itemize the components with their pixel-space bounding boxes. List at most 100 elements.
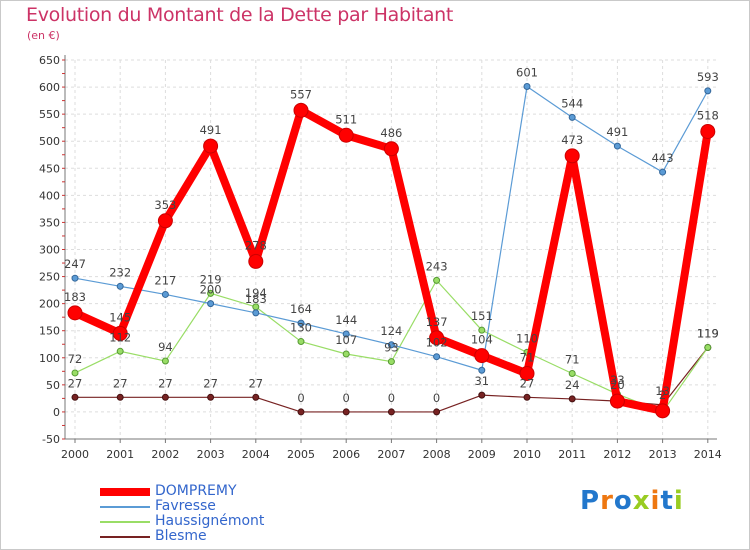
data-label: 145	[109, 310, 131, 324]
data-label: 2	[659, 388, 666, 402]
data-point	[297, 319, 305, 327]
data-label: 232	[109, 265, 131, 279]
data-label: 353	[154, 198, 176, 212]
y-tick-label: 200	[39, 298, 60, 311]
data-point	[478, 326, 486, 334]
data-point	[207, 393, 215, 401]
data-point	[613, 142, 621, 150]
y-tick-label: 50	[46, 379, 60, 392]
data-label: 183	[64, 290, 86, 304]
y-tick-label: 400	[39, 189, 60, 202]
data-point	[342, 350, 350, 358]
y-tick-label: 450	[39, 162, 60, 175]
y-tick-label: 350	[39, 216, 60, 229]
data-label: 71	[520, 350, 535, 364]
legend-item-blesme: Blesme	[100, 528, 420, 545]
data-point	[568, 395, 576, 403]
data-label: 27	[158, 376, 173, 390]
legend-label: Blesme	[155, 528, 207, 544]
y-tick-label: 100	[39, 352, 60, 365]
proxiti-logo: Proxiti	[580, 486, 684, 516]
x-tick-label: 2014	[694, 448, 722, 461]
data-label: 94	[158, 340, 173, 354]
data-point	[568, 369, 576, 377]
data-point	[207, 289, 215, 297]
data-point	[433, 353, 441, 361]
x-tick-label: 2005	[287, 448, 315, 461]
data-label: 144	[335, 313, 357, 327]
chart-data-labels: 183 145 353 491 278 557 511 486 137 104 71 473 20 2 51…	[64, 66, 719, 405]
data-point	[704, 343, 712, 351]
data-point	[478, 366, 486, 374]
data-point	[116, 282, 124, 290]
y-tick-label: 500	[39, 135, 60, 148]
chart-title: Evolution du Montant de la Dette par Hab…	[26, 4, 454, 26]
x-tick-label: 2012	[603, 448, 631, 461]
data-label: 137	[426, 315, 448, 329]
data-label: 112	[109, 330, 131, 344]
x-tick-label: 2001	[106, 448, 134, 461]
data-point	[429, 330, 445, 346]
data-point	[609, 393, 625, 409]
data-point	[252, 309, 260, 317]
data-label: 124	[380, 324, 402, 338]
data-label: 107	[335, 333, 357, 347]
data-point	[297, 338, 305, 346]
data-label: 27	[203, 376, 218, 390]
data-label: 20	[610, 378, 625, 392]
data-label: 119	[697, 326, 719, 340]
x-tick-label: 2002	[151, 448, 179, 461]
data-label: 33	[610, 373, 625, 387]
data-label: 183	[245, 292, 267, 306]
legend-swatch	[100, 488, 150, 496]
data-point	[203, 138, 219, 154]
x-tick-label: 2010	[513, 448, 541, 461]
data-label: 473	[561, 133, 583, 147]
data-label: 518	[697, 108, 719, 122]
x-tick-label: 2009	[468, 448, 496, 461]
data-point	[383, 141, 399, 157]
chart-series	[67, 83, 716, 419]
data-point	[116, 347, 124, 355]
data-point	[564, 148, 580, 164]
legend-item-dompremy: DOMPREMY	[100, 483, 420, 500]
data-label: 93	[384, 341, 399, 355]
x-tick-label: 2003	[197, 448, 225, 461]
y-tick-label: 300	[39, 244, 60, 257]
data-point	[523, 393, 531, 401]
data-label: 0	[343, 391, 350, 405]
legend-swatch	[100, 521, 150, 523]
data-point	[433, 408, 441, 416]
data-point	[112, 325, 128, 341]
data-label: 0	[297, 391, 304, 405]
y-tick-label: 550	[39, 108, 60, 121]
data-point	[116, 393, 124, 401]
legend-item-haussignemont: Haussignémont	[100, 513, 420, 530]
data-label: 0	[433, 391, 440, 405]
data-label: 27	[248, 376, 263, 390]
data-label: 278	[245, 238, 267, 252]
data-point	[338, 127, 354, 143]
x-tick-label: 2007	[377, 448, 405, 461]
data-point	[387, 358, 395, 366]
data-point	[161, 290, 169, 298]
data-label: 27	[113, 376, 128, 390]
data-label: 219	[200, 272, 222, 286]
data-point	[161, 393, 169, 401]
data-point	[387, 408, 395, 416]
data-point	[71, 369, 79, 377]
data-point	[704, 87, 712, 95]
data-label: 194	[245, 286, 267, 300]
legend-label: DOMPREMY	[155, 483, 237, 499]
legend-item-favresse: Favresse	[100, 498, 420, 515]
y-tick-label: 150	[39, 325, 60, 338]
data-point	[478, 391, 486, 399]
chart-axes: -500501001502002503003504004505005506006…	[39, 54, 722, 461]
data-label: 164	[290, 302, 312, 316]
data-label: 243	[426, 259, 448, 273]
legend-swatch	[100, 536, 150, 538]
data-point	[207, 300, 215, 308]
data-point	[655, 403, 671, 419]
y-tick-label: 600	[39, 81, 60, 94]
